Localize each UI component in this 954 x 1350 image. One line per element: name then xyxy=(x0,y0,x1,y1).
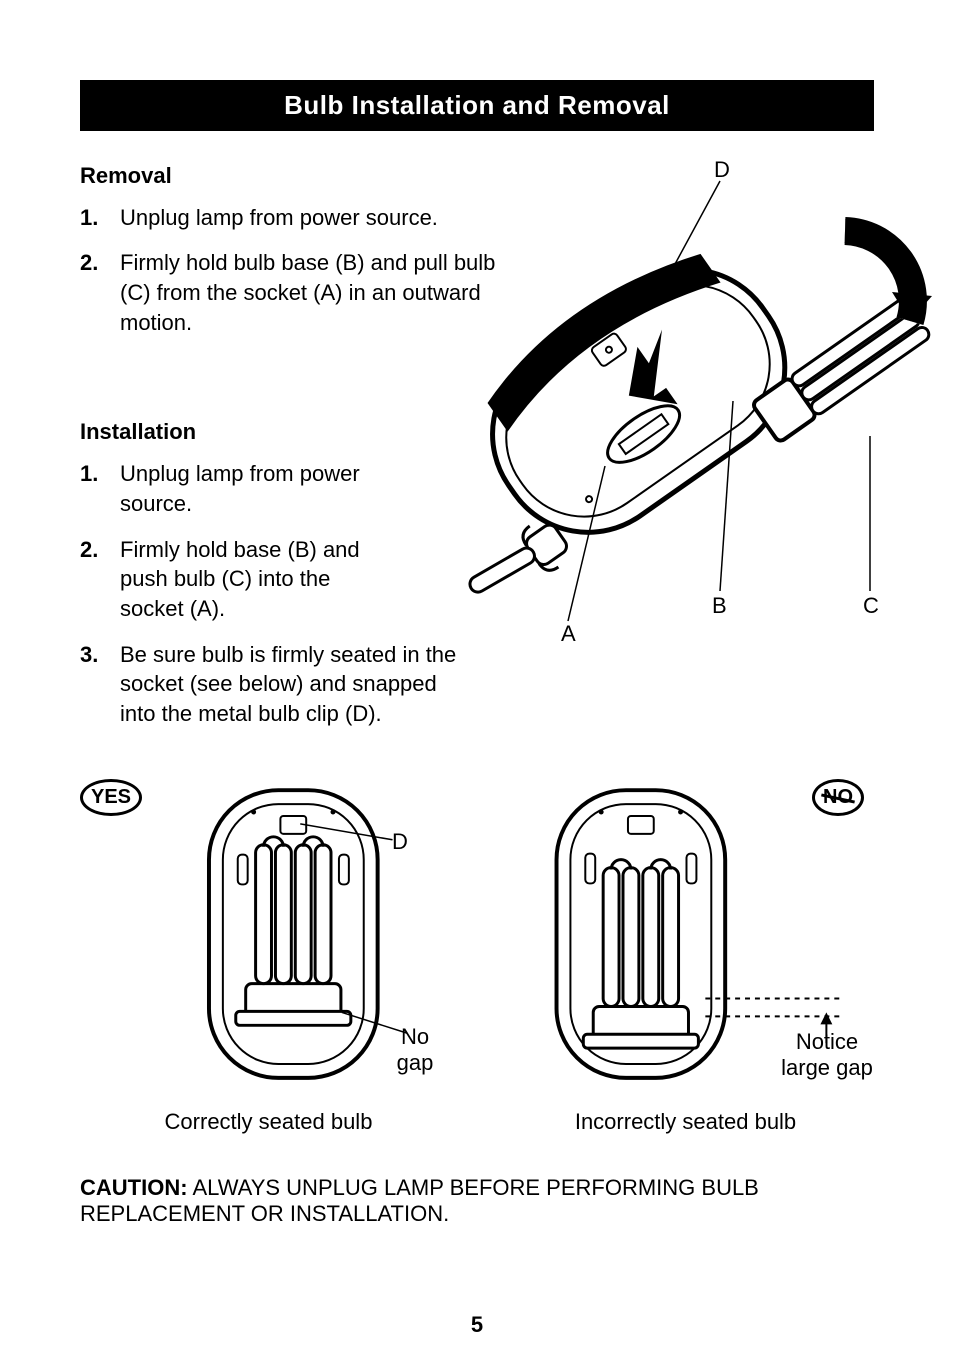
yes-diagram: YES xyxy=(80,779,457,1099)
yes-badge: YES xyxy=(80,779,142,816)
label-c: C xyxy=(863,593,879,619)
list-item: Be sure bulb is firmly seated in the soc… xyxy=(80,640,470,729)
comparison-row: YES xyxy=(80,779,874,1099)
caution-label: CAUTION: xyxy=(80,1175,188,1200)
caution-text: CAUTION: ALWAYS UNPLUG LAMP BEFORE PERFO… xyxy=(80,1175,874,1227)
large-gap-label: Notice large gap xyxy=(777,1029,877,1082)
page-number: 5 xyxy=(0,1312,954,1338)
list-item: Firmly hold base (B) and push bulb (C) i… xyxy=(80,535,360,624)
no-gap-label: No gap xyxy=(380,1024,450,1077)
yes-caption: Correctly seated bulb xyxy=(80,1109,457,1135)
main-diagram: D A B C xyxy=(430,161,954,721)
label-a: A xyxy=(561,621,576,647)
content-area: Removal Unplug lamp from power source. F… xyxy=(80,161,874,1227)
label-b: B xyxy=(712,593,727,619)
list-item: Unplug lamp from power source. xyxy=(80,459,360,518)
no-caption: Incorrectly seated bulb xyxy=(497,1109,874,1135)
label-d-yes: D xyxy=(392,829,408,855)
section-header: Bulb Installation and Removal xyxy=(80,80,874,131)
label-d: D xyxy=(714,157,730,183)
no-diagram: NO xyxy=(497,779,874,1099)
no-badge: NO xyxy=(812,779,864,816)
